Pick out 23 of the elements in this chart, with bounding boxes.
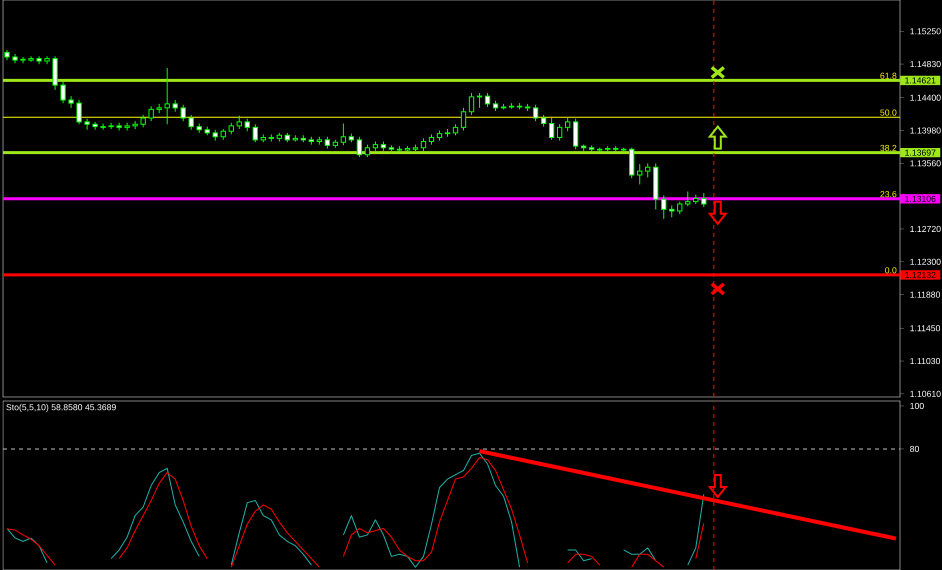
ref-line-label: 1.14621 xyxy=(905,77,936,84)
annotation: 38.2 xyxy=(880,144,896,152)
y-tick-label: 1.12300 xyxy=(910,258,941,265)
y-tick-label: 1.13560 xyxy=(910,160,941,166)
y-tick-label: 1.15250 xyxy=(910,28,941,34)
y-tick-label: 1.13980 xyxy=(910,127,941,134)
y-tick-label: 1.14400 xyxy=(910,94,941,101)
annotation: 23.6 xyxy=(880,191,896,198)
y-tick-label: 80 xyxy=(910,446,920,452)
y-tick-label: 1.11880 xyxy=(910,292,940,298)
annotation: 61.8 xyxy=(880,72,896,79)
y-tick-label: 1.11450 xyxy=(910,325,940,332)
annotation: 50.0 xyxy=(880,109,896,116)
y-tick-label: 1.10610 xyxy=(910,390,941,397)
y-tick-label: 1.14830 xyxy=(910,61,941,68)
y-tick-label: 1.12720 xyxy=(910,226,941,232)
ref-line-label: 1.12132 xyxy=(905,272,936,278)
y-tick-label: 1.11030 xyxy=(910,358,940,364)
annotation: 0.0 xyxy=(885,267,896,274)
y-tick-label: 100 xyxy=(910,402,924,410)
ref-line-label: 1.13106 xyxy=(905,196,936,202)
ref-line-label: 1.13697 xyxy=(905,150,936,156)
chart-title: Sto(5,5,10) 58.8580 45.3689 xyxy=(6,404,116,412)
